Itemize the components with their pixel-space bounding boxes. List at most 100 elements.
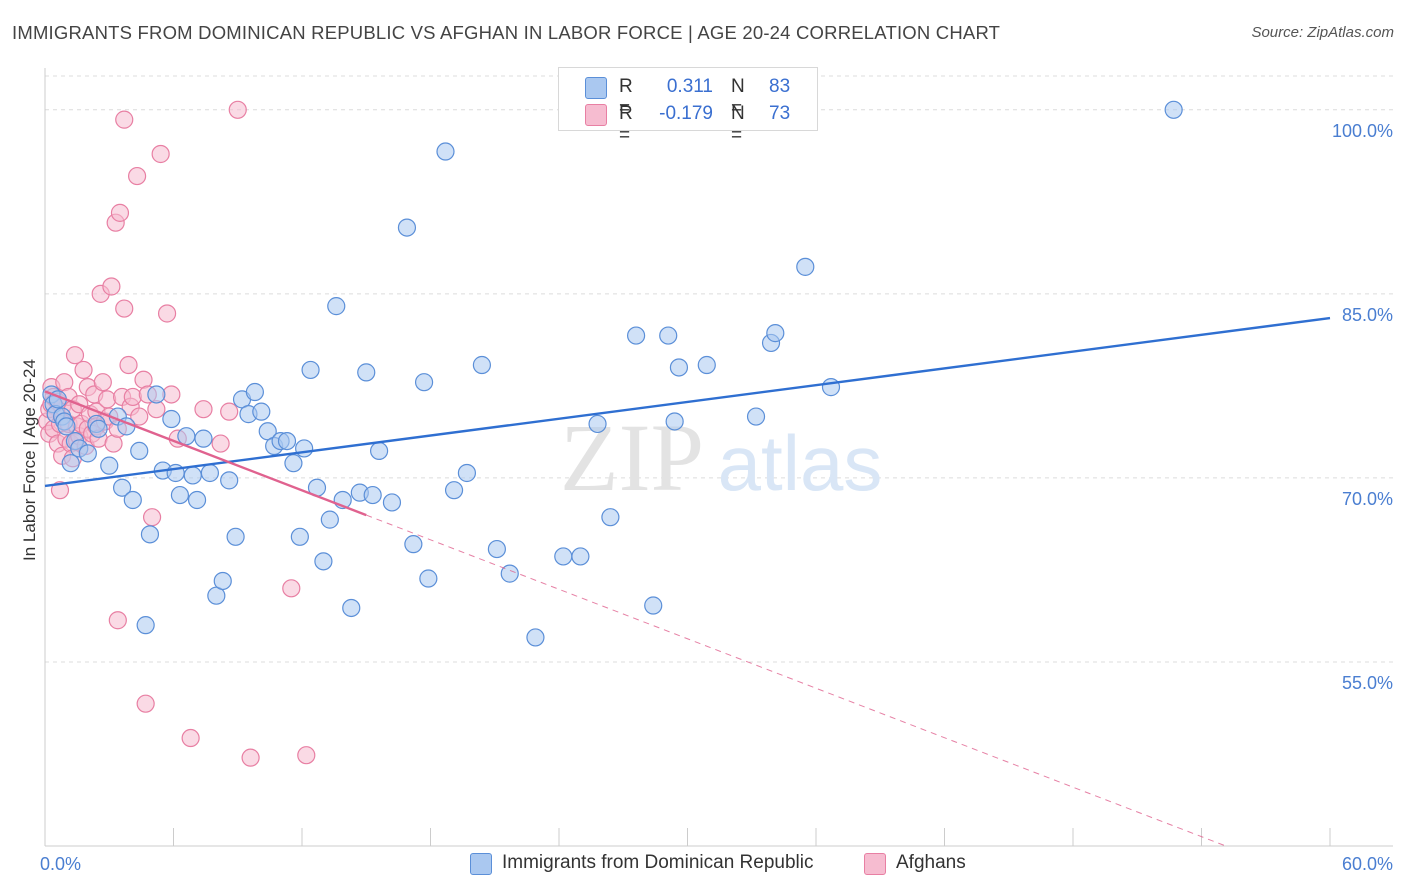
x-tick-label-max: 60.0% xyxy=(1342,854,1393,874)
legend-label-dominican: Immigrants from Dominican Republic xyxy=(502,852,814,873)
x-tick-labels: 0.0% 60.0% xyxy=(40,854,1393,874)
afghans-point xyxy=(110,203,130,222)
dominican-point xyxy=(436,142,455,161)
dominican-point xyxy=(290,527,309,546)
dominican-point xyxy=(301,360,320,380)
dominican-point xyxy=(194,429,213,448)
afghans-point xyxy=(194,400,213,419)
afghans-point xyxy=(130,407,149,426)
afghans-point xyxy=(108,611,127,630)
chart-title: IMMIGRANTS FROM DOMINICAN REPUBLIC VS AF… xyxy=(12,22,1001,43)
afghans-point xyxy=(142,508,162,527)
dominican-point xyxy=(644,596,663,615)
legend-swatch-blue xyxy=(470,853,492,875)
dominican-point xyxy=(277,431,297,451)
dominican-point xyxy=(147,385,166,404)
dominican-point xyxy=(370,441,389,461)
dominican-point xyxy=(601,508,620,527)
dominican-point xyxy=(200,463,220,483)
dominican-point xyxy=(245,382,264,402)
dominican-trend-line xyxy=(44,316,1331,488)
legend-n-value: 73 xyxy=(769,103,791,124)
y-axis-label: In Labor Force | Age 20-24 xyxy=(20,359,39,561)
trend-lines xyxy=(44,316,1331,847)
afghans-point xyxy=(127,166,147,186)
correlation-legend: R = 0.311 N = 83 R = -0.179 N = 73 xyxy=(558,67,818,146)
legend-r-label: R = xyxy=(619,76,633,119)
dominican-point xyxy=(766,324,785,343)
y-tick-label: 100.0% xyxy=(1332,121,1393,141)
dominican-point xyxy=(320,510,339,529)
afghans-trend-line xyxy=(44,390,367,517)
dominican-point xyxy=(226,527,245,546)
dominican-point xyxy=(78,444,97,463)
series-legend: Immigrants from Dominican Republic Afgha… xyxy=(0,852,1406,878)
dominican-point xyxy=(796,257,815,276)
watermark-atlas: atlas xyxy=(718,419,883,507)
afghans-point xyxy=(181,728,200,748)
afghans-point xyxy=(151,144,170,164)
dominican-point xyxy=(187,490,207,510)
dominican-point xyxy=(112,478,132,497)
dominican-point xyxy=(123,490,142,510)
legend-n-label: N = xyxy=(731,103,745,146)
dominican-point xyxy=(444,481,464,500)
legend-r-label: R = xyxy=(619,103,633,146)
afghans-point xyxy=(102,277,121,296)
afghans-point xyxy=(98,390,117,409)
dominican-point xyxy=(213,571,232,591)
dominican-point xyxy=(746,407,766,426)
afghans-point xyxy=(157,304,177,323)
dominican-point xyxy=(457,463,477,483)
legend-n-value: 83 xyxy=(769,76,791,97)
dominican-point xyxy=(314,552,333,571)
dominican-point xyxy=(89,419,108,438)
dominican-point xyxy=(57,417,76,436)
afghans-point xyxy=(123,387,142,407)
dominican-point xyxy=(177,427,196,446)
dominican-point xyxy=(526,628,545,647)
dominican-point xyxy=(397,218,417,237)
dominican-point xyxy=(665,412,684,431)
dominican-point xyxy=(404,535,423,554)
dominican-point xyxy=(284,454,303,473)
dominican-point xyxy=(130,441,149,461)
afghans-point xyxy=(115,110,134,129)
x-tick-label-min: 0.0% xyxy=(40,854,81,874)
dominican-point xyxy=(342,598,361,618)
legend-n-label: N = xyxy=(731,76,745,119)
dominican-point xyxy=(821,378,841,397)
y-tick-label: 55.0% xyxy=(1342,673,1393,693)
dominican-point xyxy=(162,409,181,429)
dominican-point xyxy=(659,326,678,345)
dominican-point xyxy=(136,616,155,635)
afghans-point xyxy=(119,355,138,375)
dominican-point xyxy=(472,355,491,375)
dominican-point xyxy=(382,493,402,512)
afghans-point xyxy=(228,100,247,119)
dominican-point xyxy=(183,466,202,485)
dominican-point xyxy=(170,485,190,505)
dominican-point xyxy=(252,402,271,421)
dominican-point xyxy=(61,454,80,473)
afghans-point xyxy=(297,746,316,765)
dominican-point xyxy=(295,439,314,458)
afghans-point xyxy=(65,346,85,365)
legend-swatch-pink xyxy=(864,853,886,875)
dominican-point xyxy=(220,471,239,490)
dominican-point xyxy=(419,569,438,588)
afghans-point xyxy=(115,299,134,318)
legend-r-value: -0.179 xyxy=(659,103,713,124)
dominican-points xyxy=(42,100,1183,647)
legend-label-afghans: Afghans xyxy=(896,852,966,873)
dominican-point xyxy=(414,373,434,392)
afghans-point xyxy=(241,748,260,767)
dominican-point xyxy=(327,297,346,316)
dominican-point xyxy=(554,547,573,566)
grid-lines xyxy=(45,75,1393,663)
dominican-point xyxy=(697,355,716,375)
dominican-point xyxy=(363,485,382,505)
afghans-point xyxy=(74,360,93,380)
afghans-point xyxy=(50,481,70,500)
